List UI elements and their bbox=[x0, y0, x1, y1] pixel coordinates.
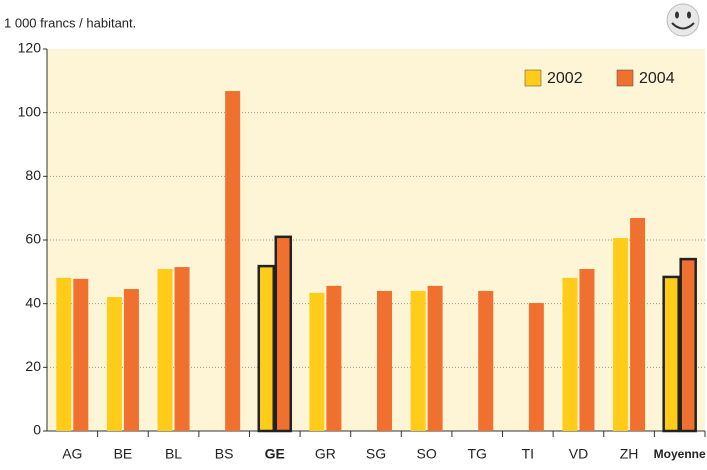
bar bbox=[562, 277, 578, 431]
smiley-icon bbox=[666, 3, 700, 37]
bar bbox=[662, 275, 680, 433]
x-tick-label: AG bbox=[62, 446, 82, 462]
y-axis-label: 1 000 francs / habitant. bbox=[4, 15, 136, 30]
x-tick-label: TG bbox=[468, 446, 487, 462]
bar bbox=[630, 218, 646, 431]
legend-swatch bbox=[524, 69, 542, 87]
x-tick-label: BS bbox=[215, 446, 234, 462]
bar bbox=[73, 278, 89, 431]
bar bbox=[309, 292, 325, 431]
y-tick-label: 20 bbox=[25, 358, 41, 374]
y-tick-label: 0 bbox=[33, 422, 41, 438]
x-tick-label: SO bbox=[416, 446, 436, 462]
bar bbox=[225, 91, 241, 432]
bar bbox=[174, 267, 190, 431]
legend-swatch bbox=[616, 69, 634, 87]
bar bbox=[478, 290, 494, 431]
plot-area bbox=[47, 49, 705, 431]
bar bbox=[579, 268, 595, 431]
bar bbox=[157, 268, 173, 431]
x-tick-label: SG bbox=[366, 446, 386, 462]
bar bbox=[410, 290, 426, 431]
y-tick-label: 60 bbox=[25, 231, 41, 247]
bar bbox=[257, 264, 276, 433]
x-tick-label: Moyenne bbox=[654, 447, 706, 461]
bar bbox=[528, 303, 544, 431]
x-tick-label: BL bbox=[165, 446, 182, 462]
bar bbox=[123, 289, 139, 431]
y-tick-label: 80 bbox=[25, 167, 41, 183]
bar bbox=[106, 296, 122, 431]
y-tick-label: 100 bbox=[18, 103, 42, 119]
x-tick-label: ZH bbox=[620, 446, 639, 462]
legend-label: 2002 bbox=[547, 70, 583, 87]
y-tick-label: 40 bbox=[25, 294, 41, 310]
y-tick-label: 120 bbox=[18, 40, 42, 56]
bar bbox=[377, 290, 392, 431]
bar bbox=[326, 285, 342, 431]
bar bbox=[274, 235, 293, 433]
bar bbox=[613, 238, 629, 431]
x-tick-label: TI bbox=[522, 446, 534, 462]
x-tick-label: GE bbox=[265, 446, 285, 462]
x-tick-label: GR bbox=[315, 446, 336, 462]
bar bbox=[427, 285, 443, 431]
x-tick-label: VD bbox=[569, 446, 588, 462]
legend-label: 2004 bbox=[639, 70, 675, 87]
bar bbox=[679, 257, 697, 433]
x-tick-label: BE bbox=[114, 446, 133, 462]
bar bbox=[56, 277, 72, 431]
